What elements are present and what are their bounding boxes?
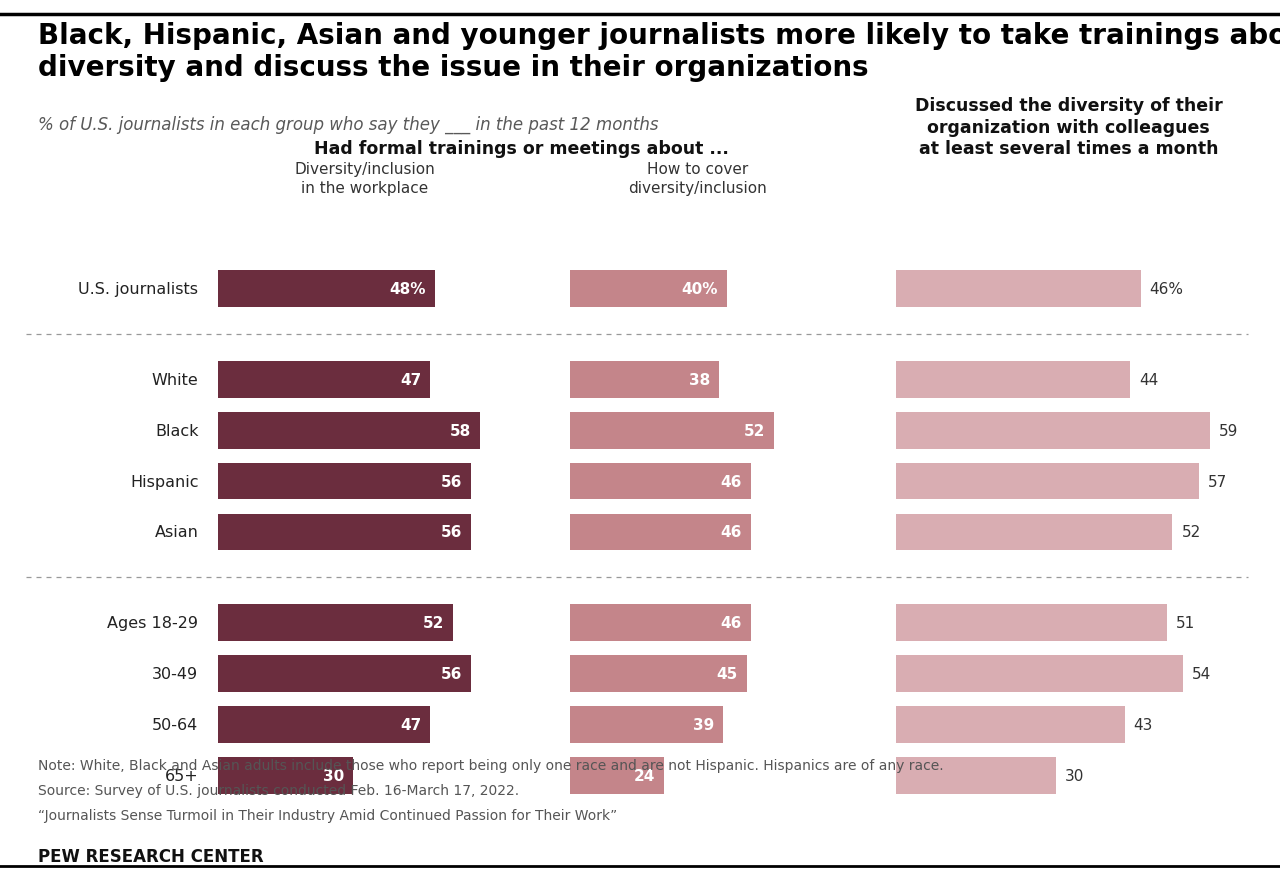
Bar xyxy=(896,514,1172,551)
Bar xyxy=(570,514,751,551)
Bar xyxy=(570,655,746,692)
Text: How to cover
diversity/inclusion: How to cover diversity/inclusion xyxy=(628,162,767,196)
Text: Discussed the diversity of their
organization with colleagues
at least several t: Discussed the diversity of their organiz… xyxy=(915,97,1222,158)
Bar xyxy=(896,706,1125,743)
Text: 56: 56 xyxy=(440,666,462,681)
Text: 47: 47 xyxy=(401,372,421,388)
Text: 52: 52 xyxy=(422,615,444,631)
Text: 30: 30 xyxy=(324,767,344,783)
Text: 45: 45 xyxy=(717,666,737,681)
Bar xyxy=(570,757,664,794)
Text: Black: Black xyxy=(155,423,198,438)
Bar xyxy=(896,604,1167,641)
Bar xyxy=(896,361,1130,398)
Text: 44: 44 xyxy=(1139,372,1158,388)
Text: % of U.S. journalists in each group who say they ___ in the past 12 months: % of U.S. journalists in each group who … xyxy=(38,116,659,134)
Bar xyxy=(218,271,435,308)
Bar xyxy=(218,706,430,743)
Text: 50-64: 50-64 xyxy=(152,717,198,732)
Bar xyxy=(218,463,471,500)
Bar xyxy=(218,655,471,692)
Text: 30: 30 xyxy=(1065,767,1084,783)
Text: 56: 56 xyxy=(440,524,462,540)
Text: 24: 24 xyxy=(634,767,655,783)
Bar xyxy=(896,757,1056,794)
Text: 46: 46 xyxy=(721,615,742,631)
Text: 43: 43 xyxy=(1134,717,1153,732)
Bar xyxy=(218,604,453,641)
Text: 52: 52 xyxy=(744,423,765,438)
Text: PEW RESEARCH CENTER: PEW RESEARCH CENTER xyxy=(38,847,264,865)
Text: 40%: 40% xyxy=(682,282,718,297)
Text: “Journalists Sense Turmoil in Their Industry Amid Continued Passion for Their Wo: “Journalists Sense Turmoil in Their Indu… xyxy=(38,808,618,822)
Text: 59: 59 xyxy=(1219,423,1238,438)
Bar xyxy=(570,361,719,398)
Text: 54: 54 xyxy=(1192,666,1211,681)
Text: Asian: Asian xyxy=(155,524,198,540)
Bar xyxy=(570,706,723,743)
Text: Hispanic: Hispanic xyxy=(129,474,198,489)
Text: U.S. journalists: U.S. journalists xyxy=(78,282,198,297)
Text: Ages 18-29: Ages 18-29 xyxy=(108,615,198,631)
Text: Note: White, Black and Asian adults include those who report being only one race: Note: White, Black and Asian adults incl… xyxy=(38,759,945,773)
Text: Source: Survey of U.S. journalists conducted Feb. 16-March 17, 2022.: Source: Survey of U.S. journalists condu… xyxy=(38,783,520,797)
Text: Black, Hispanic, Asian and younger journalists more likely to take trainings abo: Black, Hispanic, Asian and younger journ… xyxy=(38,22,1280,82)
Text: 58: 58 xyxy=(451,423,471,438)
Bar xyxy=(218,361,430,398)
Text: 46%: 46% xyxy=(1149,282,1184,297)
Text: 38: 38 xyxy=(689,372,710,388)
Text: 57: 57 xyxy=(1208,474,1228,489)
Bar xyxy=(570,463,751,500)
Text: Diversity/inclusion
in the workplace: Diversity/inclusion in the workplace xyxy=(294,162,435,196)
Text: 48%: 48% xyxy=(389,282,426,297)
Text: 30-49: 30-49 xyxy=(152,666,198,681)
Bar xyxy=(896,412,1210,449)
Text: 46: 46 xyxy=(721,474,742,489)
Bar xyxy=(896,655,1183,692)
Text: 56: 56 xyxy=(440,474,462,489)
Bar xyxy=(218,412,480,449)
Text: 47: 47 xyxy=(401,717,421,732)
Bar xyxy=(896,271,1140,308)
Bar xyxy=(896,463,1199,500)
Bar xyxy=(218,757,353,794)
Text: 46: 46 xyxy=(721,524,742,540)
Bar xyxy=(570,604,751,641)
Text: 51: 51 xyxy=(1176,615,1196,631)
Bar xyxy=(218,514,471,551)
Text: White: White xyxy=(151,372,198,388)
Bar xyxy=(570,412,774,449)
Bar xyxy=(570,271,727,308)
Text: 65+: 65+ xyxy=(165,767,198,783)
Text: 39: 39 xyxy=(692,717,714,732)
Text: 52: 52 xyxy=(1181,524,1201,540)
Text: Had formal trainings or meetings about ...: Had formal trainings or meetings about .… xyxy=(314,139,730,158)
